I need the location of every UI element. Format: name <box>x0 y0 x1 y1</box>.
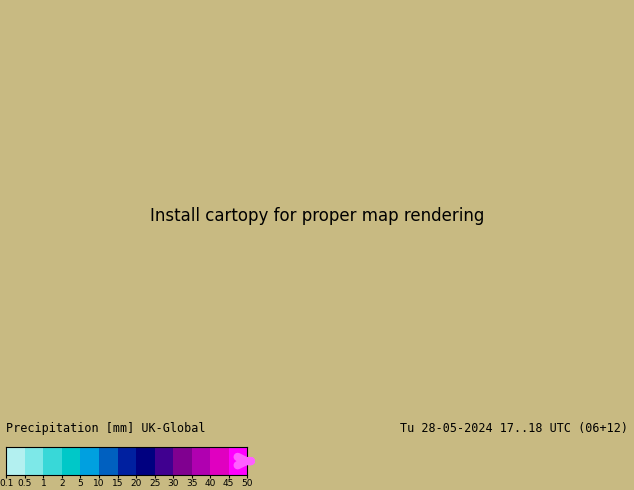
Bar <box>81 447 99 475</box>
Bar <box>117 447 136 475</box>
Bar <box>210 447 229 475</box>
Bar <box>43 447 62 475</box>
Text: Precipitation [mm] UK-Global: Precipitation [mm] UK-Global <box>6 422 206 435</box>
Bar <box>173 447 191 475</box>
Bar <box>136 447 155 475</box>
Text: Tu 28-05-2024 17..18 UTC (06+12): Tu 28-05-2024 17..18 UTC (06+12) <box>399 422 628 435</box>
Bar <box>25 447 43 475</box>
Text: Install cartopy for proper map rendering: Install cartopy for proper map rendering <box>150 207 484 224</box>
Bar <box>229 447 247 475</box>
Bar <box>191 447 210 475</box>
Bar <box>155 447 173 475</box>
Bar <box>62 447 81 475</box>
Bar <box>99 447 117 475</box>
Bar <box>6 447 25 475</box>
